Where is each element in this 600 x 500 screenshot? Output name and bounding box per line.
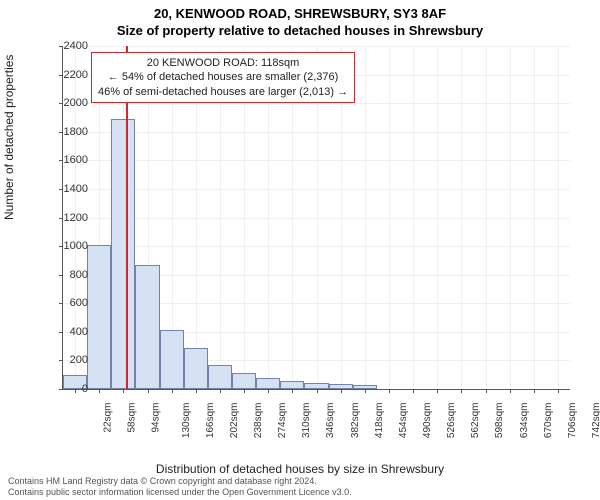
xtick-mark	[196, 389, 197, 393]
ytick-label: 2200	[48, 69, 88, 81]
xtick-mark	[437, 389, 438, 393]
gridline-vertical	[558, 46, 559, 389]
ytick-label: 1800	[48, 126, 88, 138]
xtick-label: 562sqm	[470, 403, 481, 439]
xtick-label: 742sqm	[591, 403, 600, 439]
ytick-label: 1000	[48, 240, 88, 252]
xtick-label: 418sqm	[374, 403, 385, 439]
xtick-label: 382sqm	[350, 403, 361, 439]
xtick-label: 670sqm	[543, 403, 554, 439]
xtick-mark	[220, 389, 221, 393]
histogram-bar	[111, 119, 135, 389]
histogram-bar	[208, 365, 232, 389]
xtick-label: 490sqm	[422, 403, 433, 439]
footer-line-1: Contains HM Land Registry data © Crown c…	[8, 476, 352, 487]
xtick-mark	[365, 389, 366, 393]
xtick-label: 22sqm	[103, 403, 114, 433]
ytick-label: 2000	[48, 97, 88, 109]
annotation-line: 46% of semi-detached houses are larger (…	[98, 85, 348, 99]
xtick-label: 454sqm	[398, 403, 409, 439]
xtick-label: 526sqm	[446, 403, 457, 439]
ytick-label: 0	[48, 383, 88, 395]
xtick-mark	[341, 389, 342, 393]
ytick-label: 1600	[48, 154, 88, 166]
histogram-bar	[184, 348, 208, 389]
histogram-bar	[160, 330, 184, 389]
gridline-vertical	[437, 46, 438, 389]
histogram-bar	[87, 245, 111, 389]
xtick-mark	[268, 389, 269, 393]
xtick-label: 166sqm	[205, 403, 216, 439]
ytick-label: 2400	[48, 40, 88, 52]
ytick-label: 200	[48, 354, 88, 366]
xtick-mark	[558, 389, 559, 393]
x-axis-label: Distribution of detached houses by size …	[0, 462, 600, 476]
histogram-bar	[280, 381, 304, 389]
histogram-bar	[232, 373, 256, 389]
gridline-vertical	[510, 46, 511, 389]
gridline-vertical	[534, 46, 535, 389]
footer-attribution: Contains HM Land Registry data © Crown c…	[8, 476, 352, 499]
xtick-label: 130sqm	[181, 403, 192, 439]
xtick-label: 706sqm	[567, 403, 578, 439]
xtick-mark	[172, 389, 173, 393]
chart-container: 20 KENWOOD ROAD: 118sqm← 54% of detached…	[62, 46, 570, 414]
gridline-vertical	[389, 46, 390, 389]
xtick-mark	[534, 389, 535, 393]
ytick-label: 800	[48, 269, 88, 281]
xtick-mark	[317, 389, 318, 393]
xtick-mark	[389, 389, 390, 393]
ytick-label: 1400	[48, 183, 88, 195]
xtick-label: 202sqm	[229, 403, 240, 439]
xtick-mark	[510, 389, 511, 393]
xtick-mark	[99, 389, 100, 393]
xtick-label: 346sqm	[325, 403, 336, 439]
xtick-mark	[461, 389, 462, 393]
xtick-mark	[123, 389, 124, 393]
annotation-box: 20 KENWOOD ROAD: 118sqm← 54% of detached…	[91, 52, 355, 103]
xtick-mark	[148, 389, 149, 393]
xtick-label: 274sqm	[277, 403, 288, 439]
xtick-label: 310sqm	[301, 403, 312, 439]
xtick-label: 58sqm	[127, 403, 138, 433]
xtick-label: 94sqm	[151, 403, 162, 433]
xtick-label: 634sqm	[519, 403, 530, 439]
xtick-mark	[244, 389, 245, 393]
ytick-label: 400	[48, 326, 88, 338]
page-title-address: 20, KENWOOD ROAD, SHREWSBURY, SY3 8AF	[0, 0, 600, 21]
histogram-bar	[135, 265, 159, 389]
histogram-bar	[256, 378, 280, 389]
gridline-vertical	[365, 46, 366, 389]
gridline-vertical	[486, 46, 487, 389]
footer-line-2: Contains public sector information licen…	[8, 487, 352, 498]
annotation-line: ← 54% of detached houses are smaller (2,…	[98, 70, 348, 84]
xtick-mark	[486, 389, 487, 393]
xtick-label: 598sqm	[494, 403, 505, 439]
xtick-mark	[413, 389, 414, 393]
gridline-vertical	[461, 46, 462, 389]
plot-area: 20 KENWOOD ROAD: 118sqm← 54% of detached…	[62, 46, 570, 390]
gridline-vertical	[413, 46, 414, 389]
xtick-mark	[292, 389, 293, 393]
ytick-label: 600	[48, 297, 88, 309]
y-axis-label: Number of detached properties	[2, 55, 16, 220]
xtick-label: 238sqm	[253, 403, 264, 439]
annotation-line: 20 KENWOOD ROAD: 118sqm	[98, 56, 348, 70]
ytick-label: 1200	[48, 212, 88, 224]
page-title-subtitle: Size of property relative to detached ho…	[0, 21, 600, 38]
